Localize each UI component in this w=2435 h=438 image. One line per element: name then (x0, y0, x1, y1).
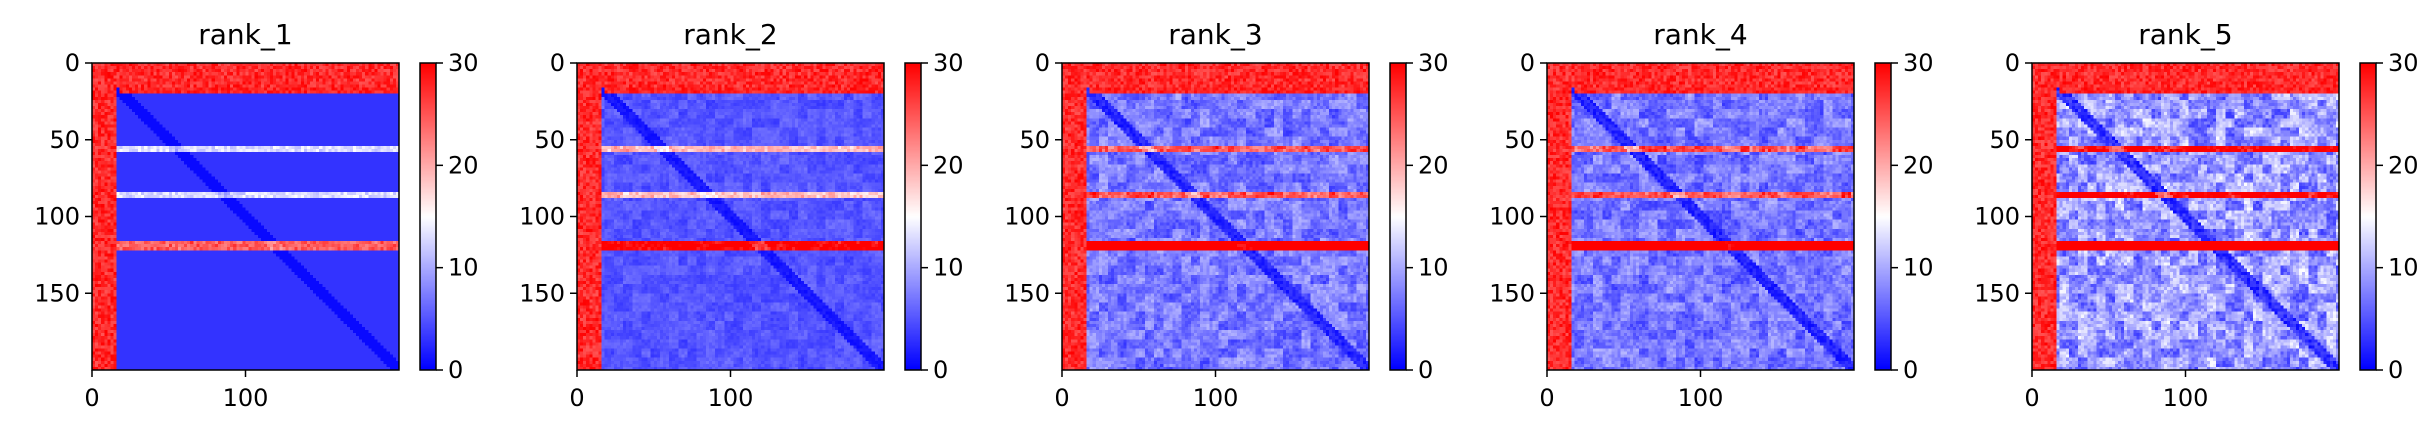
colorbar-frame (2359, 62, 2377, 371)
panel-5: rank_5 0 50 100 150 0 100 0 10 20 30 (1974, 18, 2418, 412)
panel-title: rank_5 (2138, 18, 2232, 51)
x-tick-label: 100 (1193, 384, 1239, 412)
y-tick-label: 150 (1004, 279, 1050, 307)
panel-title: rank_3 (1168, 18, 1262, 51)
x-tick-label: 100 (708, 384, 754, 412)
y-tick-label: 150 (34, 279, 80, 307)
colorbar-tick-label: 20 (1418, 151, 1449, 179)
colorbar-tick-label: 10 (2388, 254, 2419, 282)
y-tick-label: 100 (1489, 203, 1535, 231)
colorbar-tick-label: 20 (933, 151, 964, 179)
y-tick-label: 100 (1974, 203, 2020, 231)
x-tick-label: 0 (84, 384, 99, 412)
colorbar-frame (1874, 62, 1892, 371)
y-tick-label: 0 (550, 49, 565, 77)
y-tick-label: 50 (534, 126, 565, 154)
x-tick-label: 0 (1539, 384, 1554, 412)
heatmap-image (1547, 63, 1854, 370)
y-tick-label: 150 (1489, 279, 1535, 307)
y-tick-label: 50 (1504, 126, 1535, 154)
colorbar-tick-label: 0 (1418, 356, 1433, 384)
panel-3: rank_3 0 50 100 150 0 100 0 10 20 30 (1004, 18, 1448, 412)
y-tick-label: 0 (2005, 49, 2020, 77)
y-tick-label: 150 (519, 279, 565, 307)
colorbar-tick-label: 10 (448, 254, 479, 282)
panel-4: rank_4 0 50 100 150 0 100 0 10 20 30 (1489, 18, 1933, 412)
colorbar-frame (419, 62, 437, 371)
colorbar-tick-label: 20 (2388, 151, 2419, 179)
y-tick-label: 100 (519, 203, 565, 231)
y-tick-label: 150 (1974, 279, 2020, 307)
y-tick-label: 0 (65, 49, 80, 77)
colorbar-tick-label: 10 (1418, 254, 1449, 282)
y-tick-label: 50 (1019, 126, 1050, 154)
colorbar-frame (1389, 62, 1407, 371)
x-tick-label: 100 (1678, 384, 1724, 412)
x-tick-label: 100 (2163, 384, 2209, 412)
panel-2: rank_2 0 50 100 150 0 100 0 10 20 30 (519, 18, 963, 412)
colorbar (1875, 63, 1891, 370)
colorbar-tick-label: 20 (1903, 151, 1934, 179)
colorbar-tick-label: 30 (933, 49, 964, 77)
colorbar (905, 63, 921, 370)
heatmap-image (577, 63, 884, 370)
y-tick-label: 0 (1035, 49, 1050, 77)
colorbar-tick-label: 30 (1418, 49, 1449, 77)
heatmap-image (2032, 63, 2339, 370)
colorbar-tick-label: 10 (933, 254, 964, 282)
colorbar-tick-label: 0 (1903, 356, 1918, 384)
y-tick-label: 0 (1520, 49, 1535, 77)
panel-title: rank_4 (1653, 18, 1747, 51)
colorbar (2360, 63, 2376, 370)
colorbar-tick-label: 0 (933, 356, 948, 384)
colorbar (420, 63, 436, 370)
x-tick-label: 0 (1054, 384, 1069, 412)
colorbar-tick-label: 0 (2388, 356, 2403, 384)
y-tick-label: 100 (34, 203, 80, 231)
colorbar-tick-label: 10 (1903, 254, 1934, 282)
colorbar-tick-label: 30 (1903, 49, 1934, 77)
y-tick-label: 50 (1989, 126, 2020, 154)
colorbar-tick-label: 0 (448, 356, 463, 384)
x-tick-label: 0 (2024, 384, 2039, 412)
heatmap-image (1062, 63, 1369, 370)
colorbar (1390, 63, 1406, 370)
x-tick-label: 0 (569, 384, 584, 412)
panel-title: rank_1 (198, 18, 292, 51)
heatmap-image (92, 63, 399, 370)
colorbar-tick-label: 30 (2388, 49, 2419, 77)
colorbar-frame (904, 62, 922, 371)
colorbar-tick-label: 20 (448, 151, 479, 179)
y-tick-label: 50 (49, 126, 80, 154)
panel-1: rank_1 0 50 100 150 0 100 0 10 20 30 (34, 18, 478, 412)
x-tick-label: 100 (223, 384, 269, 412)
colorbar-tick-label: 30 (448, 49, 479, 77)
y-tick-label: 100 (1004, 203, 1050, 231)
panel-title: rank_2 (683, 18, 777, 51)
